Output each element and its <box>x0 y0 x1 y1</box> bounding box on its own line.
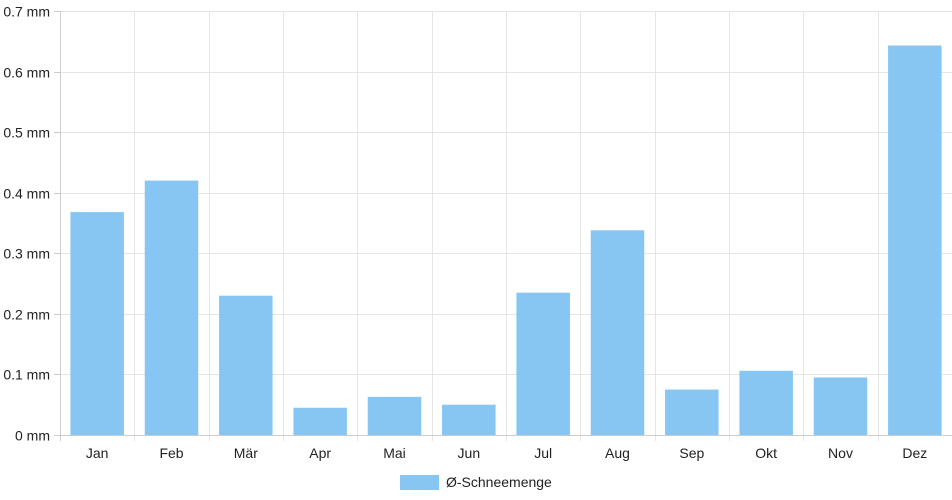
bar-Nov[interactable] <box>813 377 868 435</box>
x-axis-tick-labels: Jan Feb Mär Apr Mai Jun Jul Aug Sep Okt Nov Dez <box>86 445 927 461</box>
legend-label: Ø-Schneemenge <box>446 474 552 490</box>
y-tick-label: 0.7 mm <box>3 4 50 20</box>
y-tick-label: 0 mm <box>15 428 50 444</box>
bar-Jan[interactable] <box>70 212 124 435</box>
x-tick-label: Dez <box>902 445 927 461</box>
bar-Mär[interactable] <box>219 295 273 435</box>
grid-lines <box>60 11 952 441</box>
x-tick-label: Feb <box>159 445 183 461</box>
bars <box>70 45 942 435</box>
x-tick-label: Mai <box>383 445 406 461</box>
x-tick-label: Jan <box>86 445 109 461</box>
y-tick-label: 0.1 mm <box>3 367 50 383</box>
bar-Jul[interactable] <box>516 292 570 435</box>
x-tick-label: Jul <box>534 445 552 461</box>
bar-Sep[interactable] <box>665 389 719 435</box>
x-tick-label: Sep <box>679 445 704 461</box>
y-tick-label: 0.6 mm <box>3 65 50 81</box>
bar-Dez[interactable] <box>888 45 942 435</box>
x-tick-label: Jun <box>458 445 481 461</box>
y-tick-label: 0.4 mm <box>3 186 50 202</box>
y-tick-label: 0.2 mm <box>3 307 50 323</box>
legend[interactable]: Ø-Schneemenge <box>400 474 552 490</box>
x-tick-label: Mär <box>234 445 258 461</box>
y-tick-label: 0.5 mm <box>3 125 50 141</box>
x-tick-label: Nov <box>828 445 853 461</box>
bar-Feb[interactable] <box>144 180 199 435</box>
y-tick-label: 0.3 mm <box>3 246 50 262</box>
legend-swatch <box>400 475 439 490</box>
bar-Apr[interactable] <box>293 407 347 435</box>
y-axis-tick-labels: 0 mm 0.1 mm 0.2 mm 0.3 mm 0.4 mm 0.5 mm 0.6 mm… <box>3 4 50 444</box>
axes <box>54 11 952 441</box>
x-tick-label: Aug <box>605 445 630 461</box>
bar-Jun[interactable] <box>442 404 496 435</box>
bar-Mai[interactable] <box>367 396 422 435</box>
x-tick-label: Okt <box>755 445 777 461</box>
bar-Okt[interactable] <box>739 370 793 435</box>
bar-Aug[interactable] <box>590 230 645 435</box>
x-tick-label: Apr <box>309 445 331 461</box>
